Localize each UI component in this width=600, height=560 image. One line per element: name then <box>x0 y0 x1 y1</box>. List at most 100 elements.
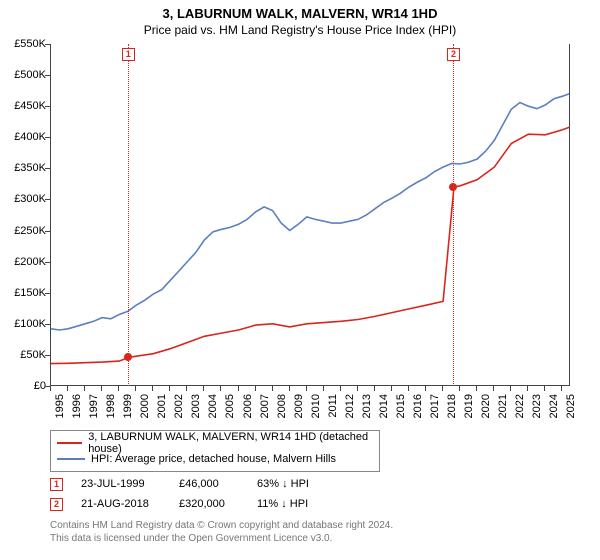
xtick-label: 2003 <box>190 394 202 434</box>
sale-row-date: 23-JUL-1999 <box>81 478 161 490</box>
xtick-mark <box>357 386 358 391</box>
xtick-label: 2010 <box>310 394 322 434</box>
ytick-label: £50K <box>4 349 46 361</box>
xtick-mark <box>50 386 51 391</box>
chart-container: 3, LABURNUM WALK, MALVERN, WR14 1HD Pric… <box>0 0 600 560</box>
xtick-mark <box>135 386 136 391</box>
xtick-label: 2004 <box>207 394 219 434</box>
xtick-label: 2020 <box>480 394 492 434</box>
xtick-mark <box>220 386 221 391</box>
xtick-mark <box>527 386 528 391</box>
xtick-label: 2017 <box>429 394 441 434</box>
sale-row-date: 21-AUG-2018 <box>81 498 161 510</box>
xtick-label: 2005 <box>224 394 236 434</box>
sale-marker-line <box>128 44 129 386</box>
legend-label: HPI: Average price, detached house, Malv… <box>91 453 336 465</box>
ytick-label: £300K <box>4 193 46 205</box>
xtick-mark <box>186 386 187 391</box>
xtick-mark <box>118 386 119 391</box>
xtick-label: 2013 <box>361 394 373 434</box>
chart-subtitle: Price paid vs. HM Land Registry's House … <box>0 21 600 41</box>
xtick-mark <box>493 386 494 391</box>
xtick-label: 2015 <box>395 394 407 434</box>
sale-row: 1 23-JUL-1999 £46,000 63% ↓ HPI <box>50 474 337 494</box>
xtick-mark <box>510 386 511 391</box>
xtick-mark <box>425 386 426 391</box>
xtick-mark <box>374 386 375 391</box>
ytick-mark <box>45 137 50 138</box>
sale-row-diff: 11% ↓ HPI <box>257 498 337 510</box>
xtick-mark <box>391 386 392 391</box>
sale-row-diff: 63% ↓ HPI <box>257 478 337 490</box>
xtick-label: 2009 <box>293 394 305 434</box>
legend-row: HPI: Average price, detached house, Malv… <box>57 451 373 467</box>
sale-marker-dot <box>449 183 457 191</box>
plot-svg <box>51 44 571 386</box>
ytick-label: £250K <box>4 225 46 237</box>
xtick-label: 2008 <box>276 394 288 434</box>
xtick-label: 2016 <box>412 394 424 434</box>
xtick-label: 2007 <box>259 394 271 434</box>
xtick-mark <box>323 386 324 391</box>
xtick-mark <box>459 386 460 391</box>
ytick-mark <box>45 262 50 263</box>
ytick-label: £550K <box>4 38 46 50</box>
xtick-label: 2001 <box>156 394 168 434</box>
xtick-mark <box>255 386 256 391</box>
ytick-label: £100K <box>4 318 46 330</box>
legend: 3, LABURNUM WALK, MALVERN, WR14 1HD (det… <box>50 430 380 472</box>
xtick-label: 1995 <box>54 394 66 434</box>
xtick-mark <box>101 386 102 391</box>
sale-row-price: £320,000 <box>179 498 239 510</box>
xtick-label: 1998 <box>105 394 117 434</box>
legend-row: 3, LABURNUM WALK, MALVERN, WR14 1HD (det… <box>57 435 373 451</box>
xtick-label: 2024 <box>548 394 560 434</box>
sale-row: 221-AUG-2018£320,00011% ↓ HPI <box>50 494 337 514</box>
xtick-label: 2025 <box>565 394 577 434</box>
xtick-mark <box>561 386 562 391</box>
sales-table: 123-JUL-1999£46,00063% ↓ HPI221-AUG-2018… <box>50 474 337 514</box>
sale-marker-box: 2 <box>447 48 460 61</box>
sale-marker-dot <box>124 353 132 361</box>
xtick-label: 2019 <box>463 394 475 434</box>
sale-marker-box: 1 <box>122 48 135 61</box>
xtick-mark <box>442 386 443 391</box>
xtick-label: 1996 <box>71 394 83 434</box>
xtick-label: 2023 <box>531 394 543 434</box>
xtick-label: 2018 <box>446 394 458 434</box>
sale-row-price: £46,000 <box>179 478 239 490</box>
ytick-mark <box>45 355 50 356</box>
xtick-mark <box>84 386 85 391</box>
xtick-mark <box>67 386 68 391</box>
ytick-label: £450K <box>4 100 46 112</box>
ytick-mark <box>45 75 50 76</box>
xtick-mark <box>203 386 204 391</box>
attribution-line-2: This data is licensed under the Open Gov… <box>50 533 393 546</box>
ytick-mark <box>45 168 50 169</box>
ytick-mark <box>45 44 50 45</box>
legend-swatch <box>57 442 82 444</box>
ytick-mark <box>45 324 50 325</box>
ytick-label: £350K <box>4 162 46 174</box>
xtick-label: 1997 <box>88 394 100 434</box>
xtick-label: 2006 <box>242 394 254 434</box>
xtick-label: 2000 <box>139 394 151 434</box>
series-hpi <box>51 94 569 330</box>
xtick-mark <box>169 386 170 391</box>
ytick-mark <box>45 293 50 294</box>
ytick-mark <box>45 231 50 232</box>
xtick-mark <box>476 386 477 391</box>
sale-row-marker: 1 <box>50 478 63 491</box>
xtick-mark <box>238 386 239 391</box>
ytick-mark <box>45 199 50 200</box>
xtick-label: 2011 <box>327 394 339 434</box>
xtick-mark <box>289 386 290 391</box>
attribution-line-1: Contains HM Land Registry data © Crown c… <box>50 520 393 533</box>
legend-swatch <box>57 458 85 460</box>
ytick-label: £200K <box>4 256 46 268</box>
xtick-label: 1999 <box>122 394 134 434</box>
xtick-mark <box>272 386 273 391</box>
xtick-label: 2022 <box>514 394 526 434</box>
ytick-label: £500K <box>4 69 46 81</box>
legend-label: 3, LABURNUM WALK, MALVERN, WR14 1HD (det… <box>88 431 373 455</box>
